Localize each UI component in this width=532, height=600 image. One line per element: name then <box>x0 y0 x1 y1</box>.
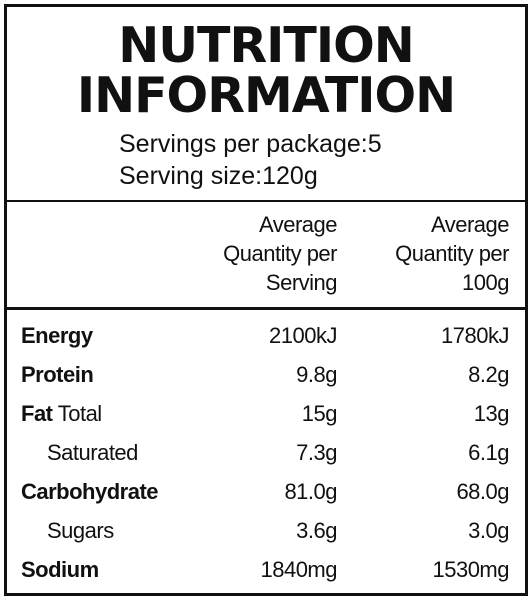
value-per-100g: 3.0g <box>468 518 509 543</box>
value-per-serving: 81.0g <box>284 479 337 504</box>
title-line-2: INFORMATION <box>76 67 456 124</box>
column-header-line: 100g <box>462 270 509 295</box>
column-header-per-100g: Average Quantity per 100g <box>359 210 509 297</box>
value-per-100g: 8.2g <box>468 362 509 387</box>
column-header-line: Average <box>430 212 510 237</box>
serving-size: Serving size:120g <box>119 162 318 190</box>
title-line-1: NUTRITION <box>118 17 415 74</box>
value-per-100g: 6.1g <box>468 440 509 465</box>
nutrient-name-rest: Sugars <box>47 518 114 543</box>
nutrient-row-protein: Protein 9.8g 8.2g <box>7 355 525 394</box>
nutrient-row-carbohydrate: Carbohydrate 81.0g 68.0g <box>7 472 525 511</box>
value-per-100g: 1530mg <box>432 557 509 582</box>
nutrient-name-bold: Carbohydrate <box>21 479 159 504</box>
nutrient-name: Fat Total <box>21 394 102 433</box>
value-per-serving: 2100kJ <box>269 323 337 348</box>
nutrient-row-energy: Energy 2100kJ 1780kJ <box>7 316 525 355</box>
value-per-serving: 1840mg <box>260 557 337 582</box>
nutrient-name-rest: Total <box>52 401 102 426</box>
nutrient-name: Saturated <box>47 433 138 472</box>
nutrient-name: Energy <box>21 316 93 355</box>
nutrient-name: Sugars <box>47 511 114 550</box>
nutrient-row-saturated: Saturated 7.3g 6.1g <box>7 433 525 472</box>
nutrient-name: Carbohydrate <box>21 472 159 511</box>
column-header-line: Serving <box>265 270 338 295</box>
nutrient-name: Sodium <box>21 550 99 589</box>
nutrient-name-bold: Sodium <box>21 557 99 582</box>
servings-per-package: Servings per package:5 <box>119 130 382 158</box>
nutrient-name-bold: Protein <box>21 362 94 387</box>
nutrient-table: Energy 2100kJ 1780kJ Protein 9.8g 8.2g F… <box>7 310 525 589</box>
nutrient-row-sodium: Sodium 1840mg 1530mg <box>7 550 525 589</box>
nutrient-name: Protein <box>21 355 94 394</box>
value-per-100g: 68.0g <box>456 479 509 504</box>
nutrition-header: NUTRITION INFORMATION Servings per packa… <box>7 7 525 202</box>
nutrient-row-sugars: Sugars 3.6g 3.0g <box>7 511 525 550</box>
column-header-line: Quantity per <box>223 241 337 266</box>
nutrient-name-bold: Fat <box>21 401 53 426</box>
column-headers: Average Quantity per Serving Average Qua… <box>7 202 525 310</box>
value-per-100g: 1780kJ <box>441 323 509 348</box>
column-header-per-serving: Average Quantity per Serving <box>187 210 337 297</box>
column-header-line: Average <box>258 212 338 237</box>
value-per-serving: 7.3g <box>296 440 337 465</box>
nutrient-name-bold: Energy <box>21 323 93 348</box>
value-per-serving: 15g <box>301 401 338 426</box>
nutrition-panel: NUTRITION INFORMATION Servings per packa… <box>4 4 528 596</box>
value-per-serving: 3.6g <box>296 518 337 543</box>
nutrient-name-rest: Saturated <box>47 440 138 465</box>
column-header-line: Quantity per <box>395 241 509 266</box>
nutrient-row-fat-total: Fat Total 15g 13g <box>7 394 525 433</box>
value-per-100g: 13g <box>473 401 510 426</box>
value-per-serving: 9.8g <box>296 362 337 387</box>
